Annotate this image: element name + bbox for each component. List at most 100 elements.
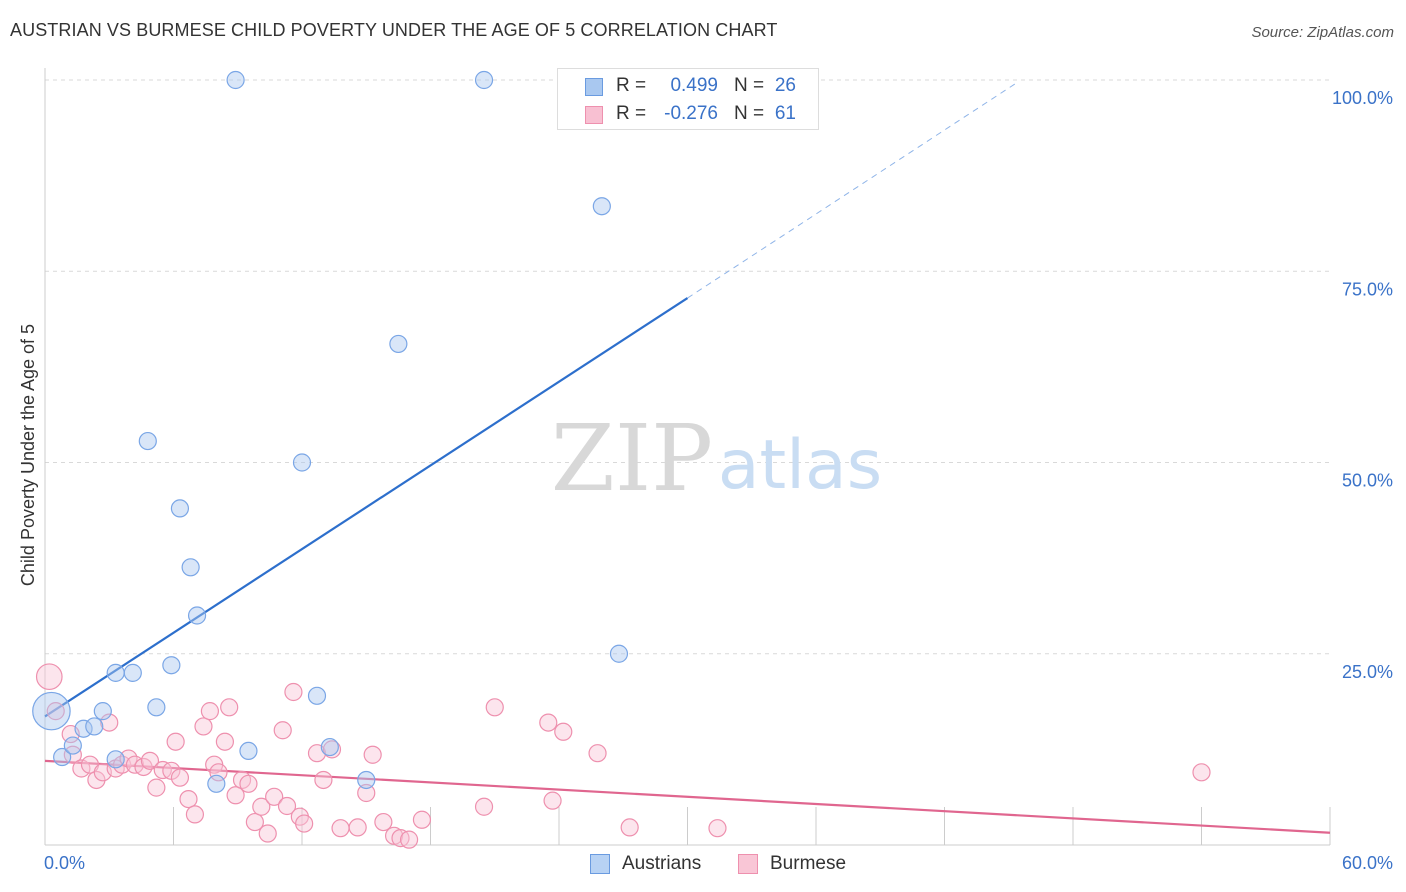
data-point-austrians: [307, 686, 327, 705]
data-point-austrians: [63, 736, 82, 755]
data-point-austrians: [147, 698, 166, 717]
data-point-burmese: [220, 698, 239, 717]
data-point-burmese: [35, 663, 63, 691]
data-point-burmese: [620, 818, 639, 837]
data-point-burmese: [708, 819, 727, 838]
data-point-austrians: [609, 644, 629, 663]
gridlines: [45, 79, 1330, 655]
data-point-austrians: [162, 656, 181, 675]
data-point-burmese: [543, 791, 562, 810]
data-point-burmese: [1192, 763, 1211, 782]
data-point-burmese: [357, 783, 376, 803]
x-tick-label: 60.0%: [1342, 853, 1393, 873]
data-point-burmese: [226, 786, 245, 805]
n-label: N =: [734, 103, 765, 124]
series-austrians: [32, 70, 629, 793]
data-point-burmese: [265, 787, 284, 806]
data-point-austrians: [106, 663, 125, 682]
legend-swatch-austrians: [585, 78, 603, 96]
n-label: N =: [734, 75, 765, 96]
data-point-austrians: [187, 606, 207, 625]
data-point-burmese: [215, 732, 234, 751]
data-point-austrians: [207, 774, 226, 793]
legend-label-austrians: Austrians: [622, 853, 702, 874]
data-point-burmese: [194, 717, 213, 736]
legend-swatch-burmese: [585, 106, 603, 124]
n-value: 61: [774, 103, 796, 124]
watermark: ZIP atlas: [551, 405, 882, 512]
data-point-burmese: [554, 722, 573, 741]
data-point-austrians: [474, 70, 494, 90]
data-point-burmese: [284, 682, 303, 702]
data-point-burmese: [314, 770, 333, 790]
data-point-burmese: [474, 797, 494, 816]
data-point-burmese: [331, 819, 350, 838]
r-value: 0.499: [670, 75, 718, 96]
data-point-burmese: [485, 698, 504, 717]
data-point-burmese: [539, 713, 558, 732]
data-point-burmese: [46, 702, 65, 721]
data-point-burmese: [399, 830, 419, 849]
data-point-austrians: [239, 741, 258, 761]
data-point-burmese: [277, 796, 297, 816]
data-point-austrians: [389, 334, 408, 354]
data-point-burmese: [412, 810, 432, 829]
data-point-burmese: [245, 812, 264, 832]
data-point-austrians: [123, 663, 142, 682]
trendline-burmese: [44, 759, 1331, 834]
n-value: 26: [774, 75, 796, 96]
data-point-burmese: [63, 745, 82, 764]
data-point-austrians: [138, 431, 157, 451]
x-tick-label: 0.0%: [44, 853, 85, 873]
y-tick-label: 75.0%: [1342, 279, 1393, 299]
data-point-austrians: [170, 499, 190, 518]
legend-label-burmese: Burmese: [770, 853, 847, 874]
data-point-austrians: [292, 453, 312, 472]
data-point-burmese: [363, 745, 382, 764]
data-point-burmese: [72, 759, 91, 778]
series-burmese: [35, 663, 1211, 849]
watermark-atlas: atlas: [718, 426, 882, 505]
data-point-austrians: [320, 737, 339, 757]
correlation-legend: R = 0.499 N = 26 R = -0.276 N = 61: [557, 68, 819, 130]
data-point-burmese: [170, 768, 190, 787]
data-point-burmese: [209, 763, 228, 782]
source-label: Source: ZipAtlas.com: [1251, 24, 1394, 41]
data-point-burmese: [100, 713, 119, 732]
data-point-burmese: [322, 740, 342, 759]
data-point-austrians: [32, 691, 71, 731]
data-point-burmese: [374, 812, 393, 832]
watermark-zip: ZIP: [551, 405, 713, 512]
data-point-austrians: [85, 717, 104, 736]
legend-row-austrians: R = 0.499 N = 26: [558, 72, 818, 100]
data-point-burmese: [179, 789, 198, 809]
data-point-austrians: [106, 750, 125, 769]
r-label: R =: [616, 75, 647, 96]
data-point-burmese: [200, 702, 220, 721]
data-point-austrians: [74, 719, 93, 738]
data-point-austrians: [357, 770, 376, 790]
data-point-austrians: [93, 702, 112, 721]
data-point-burmese: [252, 797, 271, 816]
y-tick-label: 100.0%: [1332, 88, 1393, 108]
data-point-austrians: [53, 747, 72, 767]
legend-row-burmese: R = -0.276 N = 61: [558, 100, 818, 128]
data-point-burmese: [273, 721, 292, 740]
data-point-burmese: [166, 732, 185, 751]
data-point-austrians: [181, 558, 200, 577]
data-point-burmese: [295, 814, 314, 833]
data-point-burmese: [258, 824, 277, 843]
r-label: R =: [616, 103, 647, 124]
data-point-burmese: [140, 751, 160, 770]
tick-labels: 25.0% 50.0% 75.0% 100.0% 0.0% 60.0%: [44, 88, 1393, 873]
legend-swatch-austrians: [590, 854, 610, 874]
data-point-burmese: [185, 805, 205, 824]
y-tick-label: 25.0%: [1342, 662, 1393, 682]
trend-lines: [44, 83, 1331, 834]
chart-title: AUSTRIAN VS BURMESE CHILD POVERTY UNDER …: [10, 20, 778, 40]
data-point-burmese: [239, 774, 258, 793]
data-point-burmese: [348, 818, 367, 837]
legend-swatch-burmese: [738, 854, 758, 874]
y-tick-label: 50.0%: [1342, 471, 1393, 491]
